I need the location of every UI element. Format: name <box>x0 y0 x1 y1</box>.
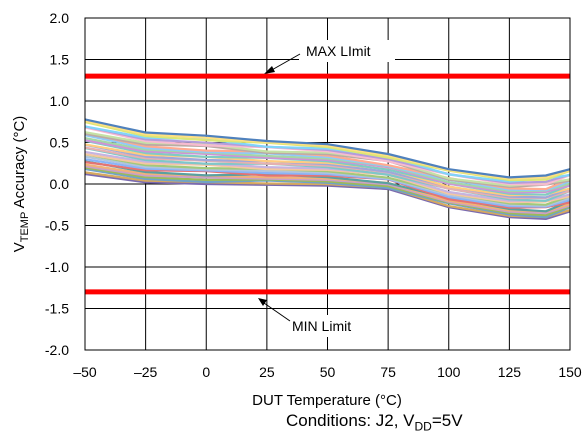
series-line <box>84 139 571 194</box>
y-tick-label: 1.0 <box>50 93 70 109</box>
y-tick-label: 0.0 <box>50 176 70 192</box>
series-line <box>84 126 571 186</box>
series-line <box>84 125 571 184</box>
plot-frame <box>84 17 571 351</box>
series-line <box>84 131 571 191</box>
x-tick-label: 0 <box>202 364 210 380</box>
series-line <box>84 155 571 207</box>
y-tick-label: -2.0 <box>45 342 69 358</box>
limit-lines <box>85 73 570 295</box>
series-line <box>84 118 571 179</box>
y-axis-title-sub: TEMP <box>19 212 31 243</box>
x-tick-label: 100 <box>437 364 461 380</box>
series-line <box>84 119 571 180</box>
max-limit-label: MAX LImit <box>306 43 371 59</box>
min-limit-label: MIN Limit <box>292 318 351 334</box>
series-line <box>84 153 571 206</box>
x-tick-label: –25 <box>134 364 158 380</box>
y-tick-label: 0.5 <box>50 135 70 151</box>
y-axis-title-main: V <box>11 242 28 252</box>
x-tick-label: 150 <box>558 364 582 380</box>
max-limit-callout: MAX LImit <box>264 40 395 74</box>
y-axis-title-rest: Accuracy (°C) <box>11 116 28 212</box>
series-line <box>84 147 571 202</box>
series-line <box>84 139 571 196</box>
series-line <box>84 132 571 189</box>
min-limit-callout: MIN Limit <box>258 298 372 337</box>
conditions-sub: DD <box>414 419 432 434</box>
x-tick-labels: –50 –25 0 25 50 75 100 125 150 <box>73 364 582 380</box>
conditions-caption: Conditions: J2, VDD=5V <box>286 411 463 433</box>
x-tick-label: 25 <box>259 364 275 380</box>
series-line <box>84 160 571 213</box>
series-line <box>84 143 571 199</box>
series-group <box>84 118 571 220</box>
x-tick-label: 50 <box>320 364 336 380</box>
y-tick-label: -1.0 <box>45 259 69 275</box>
y-tick-label: -0.5 <box>45 218 69 234</box>
series-line <box>84 165 571 215</box>
y-tick-labels: 2.0 1.5 1.0 0.5 0.0 -0.5 -1.0 -1.5 -2.0 <box>45 10 69 358</box>
y-tick-label: 1.5 <box>50 52 70 68</box>
series-line <box>84 166 571 217</box>
series-line <box>84 120 571 182</box>
x-tick-label: –50 <box>73 364 97 380</box>
conditions-prefix: Conditions: J2, V <box>286 411 415 430</box>
conditions-suffix: =5V <box>431 411 463 430</box>
y-tick-label: -1.5 <box>45 301 69 317</box>
series-line <box>84 167 571 219</box>
y-axis-title: VTEMP Accuracy (°C) <box>11 116 31 253</box>
x-tick-label: 75 <box>380 364 396 380</box>
series-line <box>84 172 571 220</box>
y-tick-label: 2.0 <box>50 10 70 26</box>
x-tick-label: 125 <box>498 364 522 380</box>
x-axis-title: DUT Temperature (°C) <box>252 392 402 409</box>
